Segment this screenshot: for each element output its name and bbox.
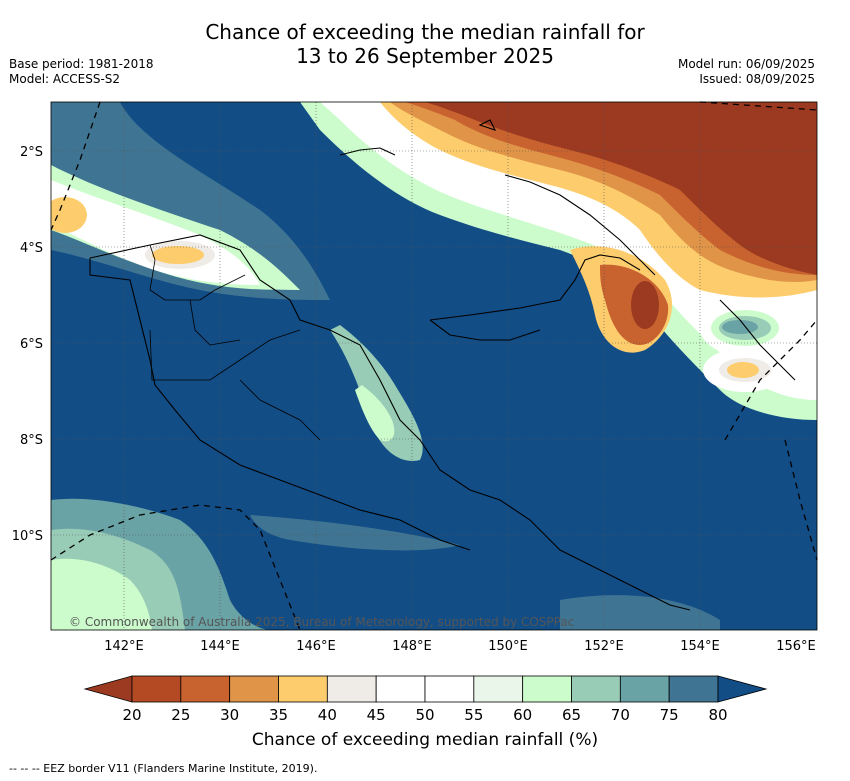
base-period: Base period: 1981-2018: [9, 57, 154, 71]
colorbar-tick-label: 30: [220, 706, 239, 724]
rainfall-probability-field: [51, 102, 817, 630]
map-frame: [50, 101, 818, 631]
lat-label: 10°S: [12, 529, 43, 544]
lon-label: 142°E: [104, 639, 144, 654]
lat-label: 4°S: [20, 241, 43, 256]
lon-label: 144°E: [200, 639, 240, 654]
colorbar-tick-label: 75: [660, 706, 679, 724]
lat-label: 8°S: [20, 433, 43, 448]
province-borders: [149, 244, 321, 441]
colorbar-segment: [668, 675, 719, 703]
colorbar-tick-label: 80: [708, 706, 727, 724]
colorbar-segment: [424, 675, 475, 703]
model-run: Model run: 06/09/2025: [677, 57, 815, 71]
lat-label: 2°S: [20, 145, 43, 160]
colorbar-extend-high: [717, 675, 768, 703]
colorbar-extend-low: [83, 675, 133, 703]
title-line-1: Chance of exceeding the median rainfall …: [205, 20, 645, 44]
colorbar-tick-label: 35: [269, 706, 288, 724]
coastlines: [89, 119, 796, 611]
copyright-notice: © Commonwealth of Australia 2025, Bureau…: [69, 615, 574, 629]
graticule: [51, 102, 817, 630]
lon-label: 146°E: [296, 639, 336, 654]
model-name: Model: ACCESS-S2: [9, 72, 121, 86]
lon-labels: 142°E 144°E 146°E 148°E 150°E 152°E 154°…: [104, 639, 816, 654]
eez-legend: -- -- -- EEZ border V11 (Flanders Marine…: [9, 762, 318, 775]
lat-label: 6°S: [20, 337, 43, 352]
colorbar-tick-label: 40: [318, 706, 337, 724]
colorbar-tick-label: 50: [415, 706, 434, 724]
lon-label: 156°E: [776, 639, 816, 654]
lon-label: 148°E: [392, 639, 432, 654]
colorbar-segment: [229, 675, 279, 703]
issued-date: Issued: 08/09/2025: [699, 72, 815, 86]
lon-label: 152°E: [584, 639, 624, 654]
meta-right: Model run: 06/09/2025 Issued: 08/09/2025: [678, 57, 815, 87]
colorbar-segment: [522, 675, 572, 703]
colorbar-segment: [180, 675, 231, 703]
colorbar-segment: [278, 675, 328, 703]
colorbar-tick-label: 55: [464, 706, 483, 724]
eez-border: [50, 101, 818, 631]
colorbar-title: Chance of exceeding median rainfall (%): [251, 730, 599, 750]
meta-left: Base period: 1981-2018 Model: ACCESS-S2: [9, 57, 154, 87]
title-line-2: 13 to 26 September 2025: [296, 44, 554, 68]
colorbar-tick-label: 25: [171, 706, 190, 724]
colorbar-tick-label: 65: [562, 706, 581, 724]
colorbar-segment: [131, 675, 182, 703]
lon-label: 150°E: [488, 639, 528, 654]
colorbar-tick-label: 45: [367, 706, 386, 724]
colorbar-tick-label: 20: [122, 706, 141, 724]
colorbar-segment: [473, 675, 524, 703]
colorbar-tick-label: 60: [513, 706, 532, 724]
colorbar-segment: [326, 675, 377, 703]
colorbar-segment: [375, 675, 426, 703]
colorbar-tick-label: 70: [611, 706, 630, 724]
lon-label: 154°E: [680, 639, 720, 654]
colorbar: 20 25 30 35 40 45 50 55 60 65 70 75 80: [83, 675, 768, 724]
colorbar-segment: [619, 675, 670, 703]
colorbar-segment: [571, 675, 621, 703]
lat-labels: 2°S 4°S 6°S 8°S 10°S: [12, 145, 43, 544]
